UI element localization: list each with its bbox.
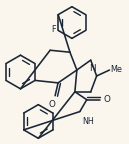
Text: Me: Me — [111, 65, 122, 74]
Text: NH: NH — [82, 116, 94, 126]
Text: O: O — [49, 100, 56, 109]
Text: N: N — [89, 64, 96, 73]
Text: F: F — [52, 25, 56, 34]
Text: O: O — [104, 95, 110, 104]
